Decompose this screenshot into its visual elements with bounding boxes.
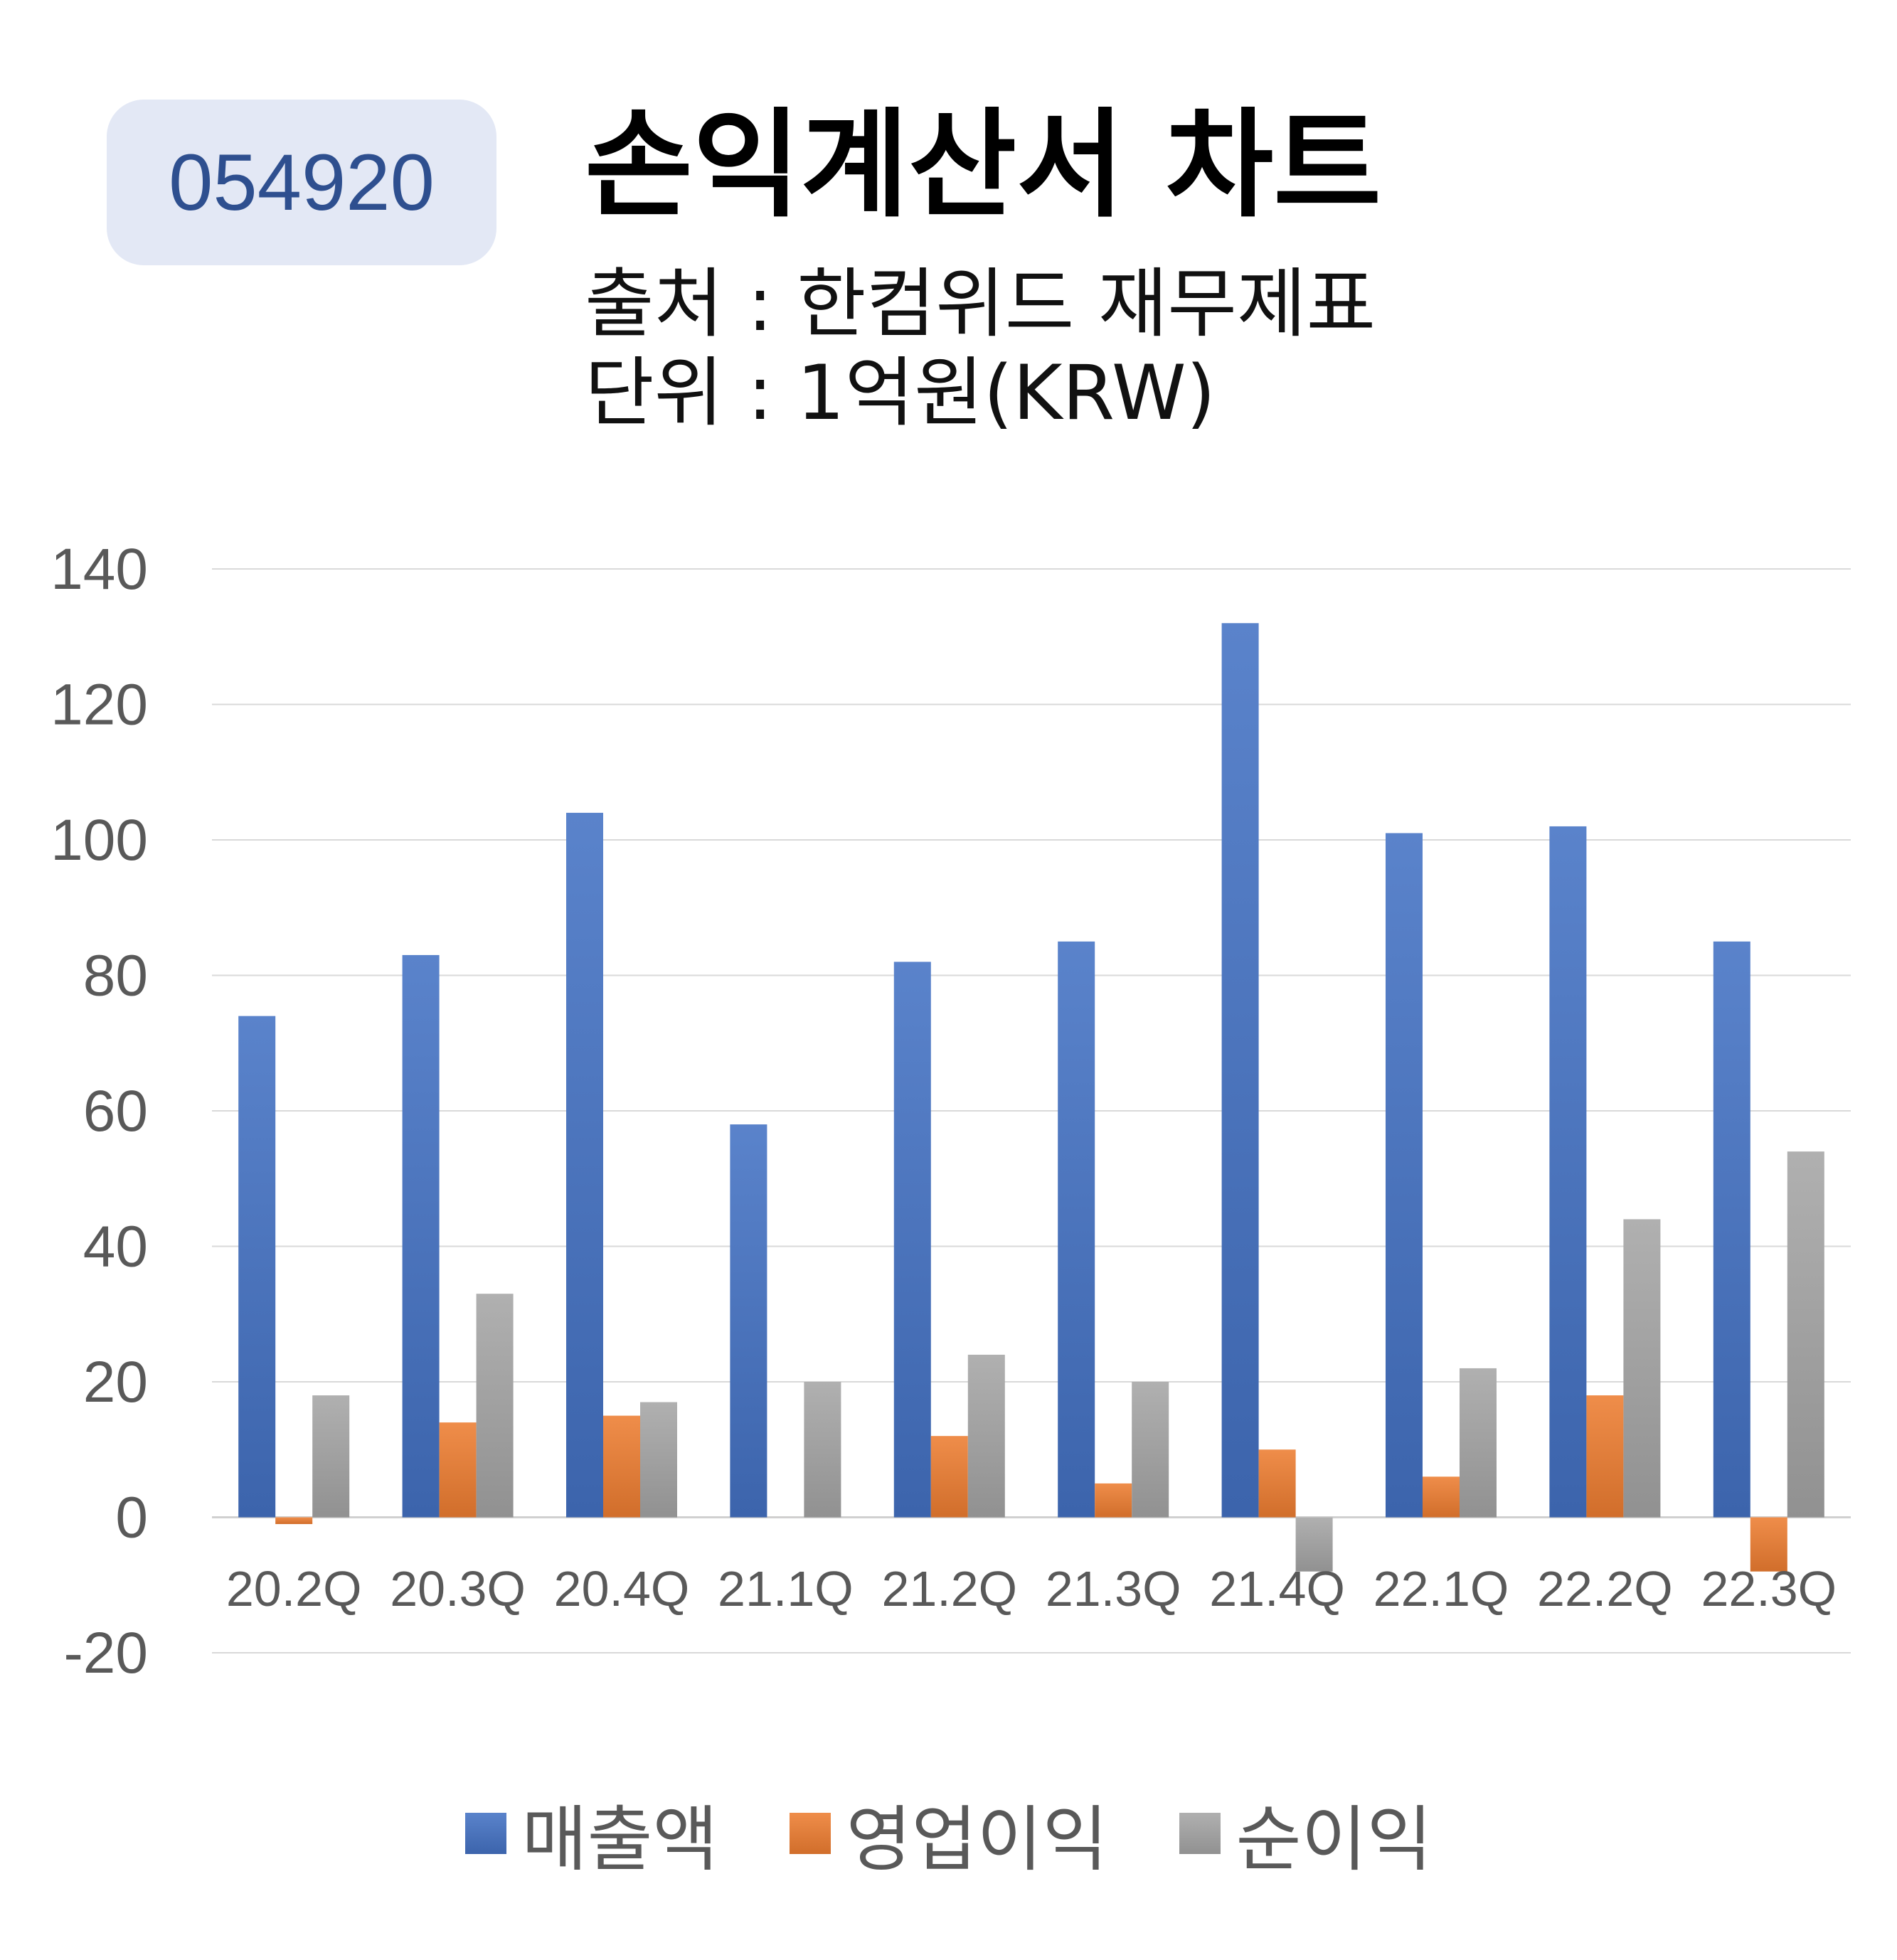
bar-영업이익-22.1Q [1423,1476,1460,1518]
bar-순이익-22.3Q [1787,1151,1824,1518]
x-tick-label: 20.3Q [390,1561,526,1617]
legend-swatch [789,1812,831,1854]
x-tick-label: 21.4Q [1209,1561,1345,1617]
x-tick-label: 21.2Q [881,1561,1017,1617]
y-tick-label: 80 [83,944,148,1008]
bar-매출액-22.3Q [1713,941,1750,1518]
bar-순이익-22.1Q [1460,1368,1497,1518]
legend: 매출액 영업이익 순이익 [0,1781,1897,1885]
y-tick-label: 0 [115,1486,148,1550]
bar-매출액-21.4Q [1221,623,1259,1518]
bar-영업이익-22.2Q [1586,1395,1624,1518]
legend-item: 매출액 [464,1781,718,1885]
legend-label: 영업이익 [846,1798,1108,1881]
unit-text: 단위 : 1억원(KRW) [585,349,1216,437]
bar-매출액-20.2Q [238,1016,276,1518]
bar-순이익-21.3Q [1132,1382,1169,1518]
chart-title: 손익계산서 차트 [585,97,1382,233]
y-tick-label: -20 [63,1621,148,1685]
bar-영업이익-20.3Q [439,1422,477,1518]
bar-매출액-20.4Q [566,812,603,1518]
stock-code: 054920 [169,138,435,227]
bar-영업이익-21.2Q [930,1436,968,1518]
bar-영업이익-20.2Q [275,1517,313,1525]
legend-item: 순이익 [1179,1781,1433,1885]
bar-순이익-20.4Q [640,1402,677,1518]
x-tick-label: 22.2Q [1537,1561,1673,1617]
x-tick-label: 22.3Q [1701,1561,1837,1617]
bar-순이익-20.2Q [312,1395,350,1518]
bar-매출액-21.1Q [730,1124,767,1518]
x-tick-label: 21.1Q [718,1561,854,1617]
y-tick-label: 20 [83,1350,148,1415]
legend-label: 매출액 [521,1798,718,1881]
bar-순이익-21.2Q [967,1354,1005,1518]
bar-매출액-22.1Q [1386,833,1423,1518]
bar-매출액-20.3Q [402,954,440,1518]
bar-순이익-21.4Q [1295,1517,1333,1572]
y-tick-label: 120 [51,673,148,737]
source-text: 출처 : 한컴위드 재무제표 [585,260,1376,348]
bar-매출액-21.2Q [893,962,931,1518]
bar-순이익-20.3Q [476,1294,514,1518]
y-tick-label: 60 [83,1079,148,1144]
legend-swatch [464,1812,506,1854]
x-tick-label: 20.4Q [554,1561,690,1617]
x-tick-label: 22.1Q [1373,1561,1509,1617]
y-tick-label: 40 [83,1215,148,1279]
legend-swatch [1179,1812,1221,1854]
y-tick-label: 140 [51,537,148,602]
bar-영업이익-21.3Q [1095,1483,1132,1518]
y-tick-label: 100 [51,808,148,873]
legend-label: 순이익 [1236,1798,1433,1881]
bar-영업이익-21.4Q [1258,1449,1296,1518]
bar-매출액-22.2Q [1549,826,1587,1518]
legend-item: 영업이익 [789,1781,1108,1885]
stock-code-badge: 054920 [107,100,496,265]
bar-순이익-22.2Q [1623,1219,1661,1518]
bar-chart: 20.2Q 20.3Q 20.4Q 21.1Q 21.2Q 21.3Q 21.4Q 22.1Q… [51,537,1851,1685]
x-tick-label: 20.2Q [226,1561,362,1617]
bar-영업이익-20.4Q [603,1415,640,1518]
x-tick-label: 21.3Q [1046,1561,1181,1617]
bar-매출액-21.3Q [1058,941,1095,1518]
bar-영업이익-22.3Q [1750,1517,1787,1572]
bar-순이익-21.1Q [804,1382,841,1518]
